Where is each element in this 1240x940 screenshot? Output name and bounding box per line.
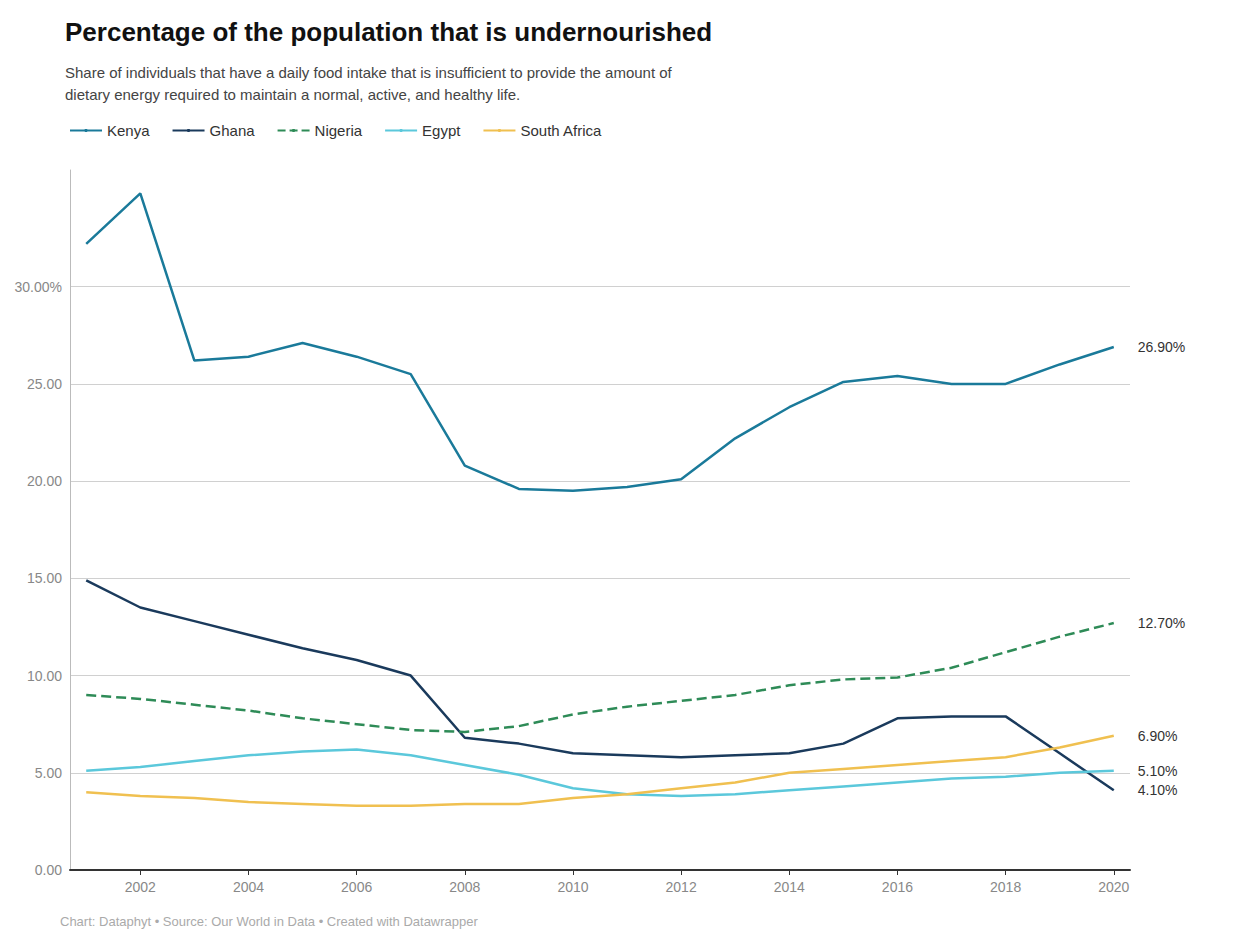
svg-text:2016: 2016 <box>882 879 913 895</box>
svg-text:2018: 2018 <box>990 879 1021 895</box>
svg-text:20.00: 20.00 <box>27 473 62 489</box>
svg-text:2010: 2010 <box>557 879 588 895</box>
svg-text:26.90%: 26.90% <box>1138 339 1185 355</box>
svg-text:15.00: 15.00 <box>27 570 62 586</box>
svg-text:dietary energy required to mai: dietary energy required to maintain a no… <box>65 86 520 103</box>
svg-text:Ghana: Ghana <box>210 122 256 139</box>
svg-text:Egypt: Egypt <box>422 122 461 139</box>
svg-text:South Africa: South Africa <box>520 122 602 139</box>
svg-text:4.10%: 4.10% <box>1138 782 1178 798</box>
svg-text:Chart: Dataphyt • Source: Our: Chart: Dataphyt • Source: Our World in D… <box>60 914 478 929</box>
svg-text:25.00: 25.00 <box>27 376 62 392</box>
svg-text:2004: 2004 <box>233 879 264 895</box>
svg-text:Kenya: Kenya <box>107 122 150 139</box>
svg-text:2012: 2012 <box>666 879 697 895</box>
svg-text:5.10%: 5.10% <box>1138 763 1178 779</box>
svg-text:2006: 2006 <box>341 879 372 895</box>
svg-text:6.90%: 6.90% <box>1138 728 1178 744</box>
svg-text:10.00: 10.00 <box>27 668 62 684</box>
svg-text:2020: 2020 <box>1098 879 1129 895</box>
svg-text:2002: 2002 <box>125 879 156 895</box>
svg-text:Nigeria: Nigeria <box>315 122 363 139</box>
svg-text:12.70%: 12.70% <box>1138 615 1185 631</box>
svg-text:30.00%: 30.00% <box>15 279 62 295</box>
svg-text:Share of individuals that have: Share of individuals that have a daily f… <box>65 64 673 81</box>
svg-text:2008: 2008 <box>449 879 480 895</box>
svg-text:5.00: 5.00 <box>35 765 62 781</box>
svg-text:2014: 2014 <box>774 879 805 895</box>
svg-text:0.00: 0.00 <box>35 862 62 878</box>
svg-text:Percentage of the population t: Percentage of the population that is und… <box>65 17 712 47</box>
